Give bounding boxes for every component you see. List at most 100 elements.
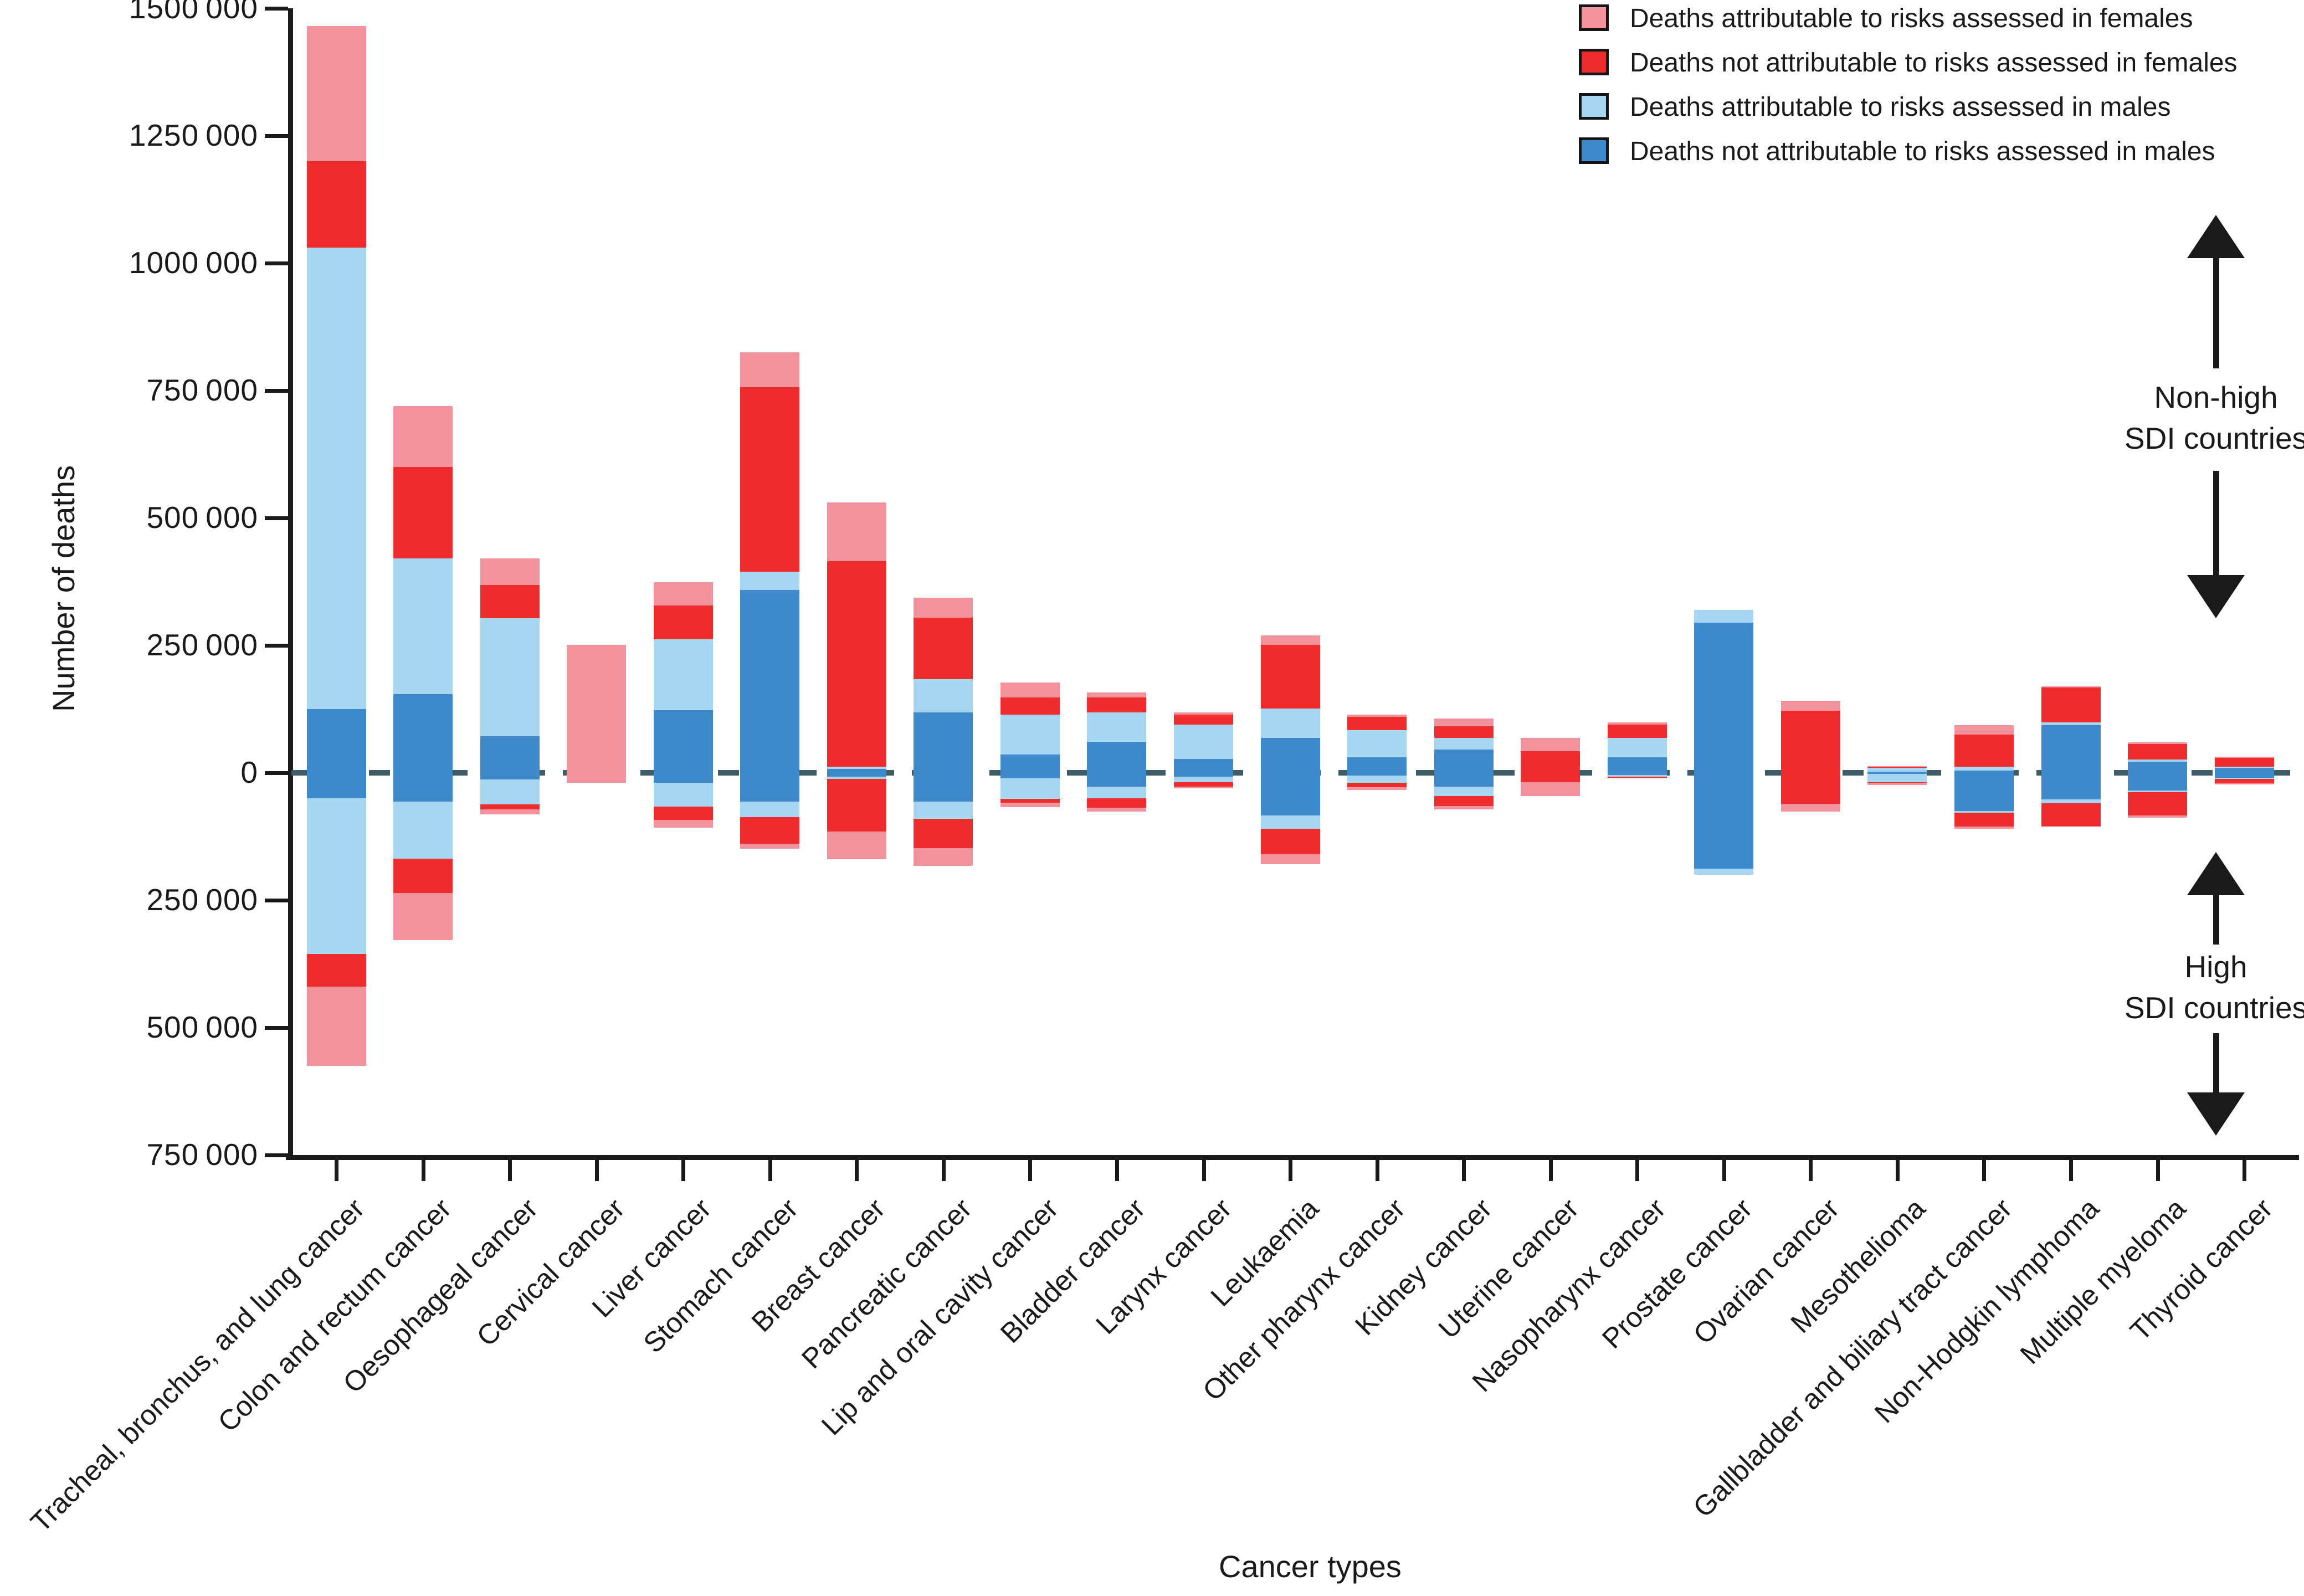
y-axis-tick bbox=[265, 1026, 288, 1030]
bar-segment-female_attributable-non-high-sdi bbox=[567, 645, 627, 773]
x-axis-tick bbox=[1722, 1160, 1726, 1181]
bar-segment-female_not_attributable-high-sdi bbox=[1260, 829, 1320, 855]
bar-segment-female_not_attributable-non-high-sdi bbox=[1000, 697, 1060, 715]
x-axis-title: Cancer types bbox=[1219, 1549, 1402, 1584]
bar-segment-male_attributable-non-high-sdi bbox=[2214, 766, 2274, 768]
y-axis-tick-label: 0 bbox=[240, 755, 258, 789]
high-sdi-label: High SDI countries bbox=[2050, 946, 2304, 1028]
category-label: Gallbladder and biliary tract cancer bbox=[1687, 1192, 2019, 1523]
category-label: Multiple myeloma bbox=[2014, 1192, 2192, 1371]
bar-segment-female_attributable-high-sdi bbox=[1347, 787, 1407, 791]
bar-segment-female_attributable-high-sdi bbox=[480, 809, 540, 815]
bar-segment-female_not_attributable-non-high-sdi bbox=[1087, 697, 1147, 713]
bar-segment-male_attributable-non-high-sdi bbox=[306, 248, 366, 709]
bar-segment-male_attributable-high-sdi bbox=[1000, 778, 1060, 799]
bar-segment-female_not_attributable-non-high-sdi bbox=[1780, 710, 1840, 773]
bar-segment-female_attributable-non-high-sdi bbox=[1434, 718, 1494, 727]
bar-segment-male_attributable-high-sdi bbox=[1087, 786, 1147, 798]
y-axis-tick bbox=[265, 771, 288, 775]
bar-segment-male_not_attributable-non-high-sdi bbox=[1260, 738, 1320, 773]
bar-segment-female_attributable-non-high-sdi bbox=[1780, 701, 1840, 711]
bar-segment-male_attributable-high-sdi bbox=[2041, 799, 2101, 804]
y-axis-tick-label: 750 000 bbox=[146, 373, 258, 407]
high-sdi-label-line: High bbox=[2184, 950, 2247, 984]
bar-segment-female_not_attributable-non-high-sdi bbox=[653, 605, 713, 639]
bar-segment-female_not_attributable-non-high-sdi bbox=[827, 561, 886, 767]
bar-segment-female_attributable-high-sdi bbox=[1260, 854, 1320, 864]
bar-segment-male_attributable-high-sdi bbox=[1954, 811, 2014, 813]
up-arrow-shaft bbox=[2213, 255, 2219, 368]
legend-label: Deaths attributable to risks assessed in… bbox=[1630, 93, 2171, 122]
bar-segment-female_attributable-non-high-sdi bbox=[2041, 686, 2101, 688]
bar-segment-male_attributable-non-high-sdi bbox=[1954, 766, 2014, 771]
bar-segment-female_not_attributable-high-sdi bbox=[1521, 773, 1581, 783]
bar-segment-male_not_attributable-high-sdi bbox=[1694, 773, 1754, 869]
bar-segment-male_attributable-high-sdi bbox=[827, 777, 886, 779]
y-axis-tick bbox=[265, 899, 288, 902]
bar-segment-male_not_attributable-non-high-sdi bbox=[1347, 757, 1407, 773]
bar-segment-female_not_attributable-high-sdi bbox=[740, 817, 800, 844]
bar-segment-male_attributable-non-high-sdi bbox=[1867, 767, 1927, 772]
bar-segment-male_attributable-non-high-sdi bbox=[1174, 724, 1233, 759]
bar-segment-male_not_attributable-non-high-sdi bbox=[1954, 771, 2014, 773]
bar-segment-male_attributable-non-high-sdi bbox=[1434, 738, 1494, 750]
non-high-sdi-label: Non-high SDI countries bbox=[2050, 377, 2304, 459]
x-axis-tick bbox=[508, 1160, 512, 1181]
bar-segment-female_attributable-high-sdi bbox=[1780, 804, 1840, 812]
bar-segment-male_not_attributable-non-high-sdi bbox=[653, 710, 713, 773]
bar-segment-female_attributable-high-sdi bbox=[2041, 825, 2101, 828]
bar-segment-male_attributable-non-high-sdi bbox=[1694, 609, 1754, 623]
down-arrow-icon bbox=[2187, 1092, 2245, 1136]
bar-segment-male_not_attributable-high-sdi bbox=[2128, 773, 2188, 791]
bar-segment-female_not_attributable-non-high-sdi bbox=[1174, 715, 1233, 725]
x-axis-tick bbox=[594, 1160, 599, 1181]
bar-segment-male_not_attributable-non-high-sdi bbox=[1694, 622, 1754, 773]
category-label: Stomach cancer bbox=[637, 1192, 804, 1359]
bar-segment-female_not_attributable-high-sdi bbox=[1347, 783, 1407, 787]
down-arrow-shaft bbox=[2213, 471, 2219, 576]
bar-segment-male_not_attributable-non-high-sdi bbox=[2214, 767, 2274, 773]
bar-segment-female_not_attributable-non-high-sdi bbox=[1607, 724, 1667, 738]
bar-segment-male_attributable-non-high-sdi bbox=[653, 639, 713, 710]
bar-segment-male_attributable-non-high-sdi bbox=[2041, 722, 2101, 725]
bar-segment-male_attributable-non-high-sdi bbox=[480, 618, 540, 736]
bar-segment-female_not_attributable-high-sdi bbox=[1000, 798, 1060, 803]
bar-segment-female_not_attributable-high-sdi bbox=[2214, 779, 2274, 784]
bar-segment-male_not_attributable-non-high-sdi bbox=[393, 694, 453, 773]
bar-segment-female_attributable-high-sdi bbox=[2128, 815, 2188, 818]
y-axis-tick bbox=[265, 134, 288, 138]
bar-segment-female_not_attributable-high-sdi bbox=[914, 818, 973, 849]
bar-segment-male_not_attributable-high-sdi bbox=[1260, 773, 1320, 816]
bar-segment-female_attributable-non-high-sdi bbox=[393, 406, 453, 467]
bar-segment-male_not_attributable-high-sdi bbox=[1434, 773, 1494, 787]
down-arrow-shaft bbox=[2213, 1033, 2219, 1094]
bar-segment-male_not_attributable-non-high-sdi bbox=[2041, 725, 2101, 773]
y-axis-tick-label: 1250 000 bbox=[129, 118, 258, 152]
category-label: Prostate cancer bbox=[1595, 1192, 1758, 1355]
bar-segment-male_attributable-high-sdi bbox=[1174, 777, 1233, 783]
bar-segment-female_attributable-high-sdi bbox=[653, 819, 713, 828]
bar-segment-female_attributable-high-sdi bbox=[827, 831, 886, 860]
y-axis-tick bbox=[265, 644, 288, 648]
x-axis-tick bbox=[1809, 1160, 1813, 1181]
bar-segment-male_not_attributable-non-high-sdi bbox=[827, 768, 886, 773]
up-arrow-icon bbox=[2187, 215, 2245, 258]
bar-segment-male_attributable-non-high-sdi bbox=[827, 766, 886, 769]
bar-segment-female_attributable-high-sdi bbox=[1434, 805, 1494, 810]
bar-segment-female_not_attributable-high-sdi bbox=[1607, 777, 1667, 778]
category-label: Cervical cancer bbox=[470, 1192, 631, 1353]
bar-segment-male_attributable-non-high-sdi bbox=[740, 571, 800, 590]
y-axis-line bbox=[288, 8, 293, 1160]
bar-segment-female_attributable-high-sdi bbox=[1954, 826, 2014, 829]
bar-segment-male_not_attributable-high-sdi bbox=[1954, 773, 2014, 811]
bar-segment-female_attributable-non-high-sdi bbox=[2214, 756, 2274, 758]
bar-segment-female_not_attributable-high-sdi bbox=[2041, 803, 2101, 826]
bar-segment-male_attributable-high-sdi bbox=[1607, 774, 1667, 777]
bar-segment-female_not_attributable-non-high-sdi bbox=[1521, 751, 1581, 773]
bar-segment-female_attributable-high-sdi bbox=[1087, 808, 1147, 812]
bar-segment-male_not_attributable-high-sdi bbox=[1000, 773, 1060, 779]
bar-segment-male_attributable-high-sdi bbox=[1434, 786, 1494, 797]
x-axis-tick bbox=[681, 1160, 686, 1181]
non-high-sdi-label-line: Non-high bbox=[2154, 380, 2278, 414]
x-axis-tick bbox=[2156, 1160, 2160, 1181]
